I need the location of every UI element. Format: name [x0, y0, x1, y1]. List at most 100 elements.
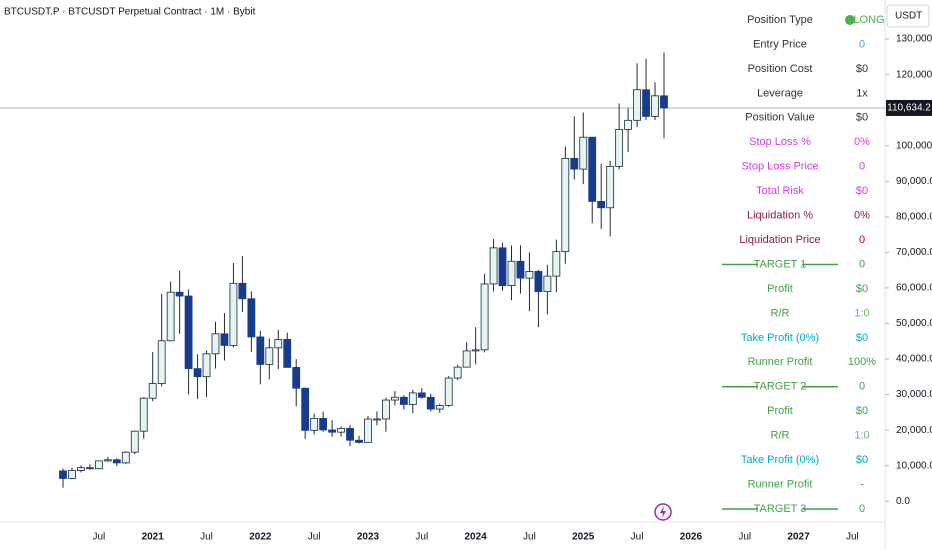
- candle-body: [552, 251, 561, 277]
- currency-box[interactable]: [886, 4, 930, 28]
- table-label: TARGET 3: [754, 503, 807, 515]
- candle-body: [579, 136, 588, 170]
- table-value: 1:0: [854, 430, 869, 442]
- x-tick-label: Jul: [846, 532, 859, 543]
- candle-body: [444, 377, 453, 406]
- x-tick-label: 2023: [357, 532, 380, 543]
- candle-body: [175, 291, 184, 297]
- candle-body: [525, 271, 534, 279]
- table-value: 0: [859, 258, 865, 270]
- x-tick-label: 2022: [249, 532, 272, 543]
- table-value: $0: [856, 283, 868, 295]
- candle-body: [86, 467, 94, 470]
- candle-body: [193, 368, 202, 378]
- table-label: Position Value: [745, 112, 815, 124]
- candle-body: [283, 339, 292, 368]
- candle-body: [489, 247, 498, 285]
- candle-body: [471, 349, 480, 352]
- candle-body: [301, 387, 310, 431]
- candle-body: [642, 89, 650, 117]
- candle-body: [355, 439, 363, 443]
- chart-title: BTCUSDT.P · BTCUSDT Perpetual Contract ·…: [4, 7, 256, 18]
- candle-body: [319, 417, 328, 431]
- currency-label: USDT: [895, 11, 922, 22]
- y-tick-label: 20,000.0: [896, 425, 932, 436]
- y-tick-label: 100,000.0: [896, 140, 932, 151]
- table-value: 1x: [856, 87, 868, 99]
- table-value: $0: [856, 332, 868, 344]
- candle-body: [256, 336, 265, 365]
- candle-body: [112, 459, 121, 464]
- candle-body: [184, 295, 193, 370]
- table-label: Runner Profit: [748, 478, 813, 490]
- table-value: LONG: [853, 14, 884, 26]
- table-label: Liquidation %: [747, 210, 813, 222]
- candle-body: [310, 417, 319, 431]
- table-label: TARGET 1: [754, 258, 807, 270]
- candle-body: [148, 383, 157, 399]
- table-label: Take Profit (0%): [741, 454, 819, 466]
- y-tick-label: 10,000.0: [896, 460, 932, 471]
- position-table: Position Type LONG Entry Price 0 Position Co…: [722, 14, 885, 515]
- table-label: Leverage: [757, 87, 803, 99]
- candle-body: [480, 283, 489, 351]
- y-tick-label: 40,000.0: [896, 354, 932, 365]
- candle-body: [624, 119, 633, 130]
- candle-body: [157, 340, 166, 384]
- candle-body: [364, 418, 372, 443]
- y-tick-label: 70,000.0: [896, 247, 932, 258]
- candle-body: [651, 95, 659, 117]
- last-price-label: 110,634.2: [887, 103, 931, 114]
- candle-body: [346, 427, 354, 441]
- candle-body: [238, 282, 247, 300]
- table-label: TARGET 2: [754, 381, 807, 393]
- x-tick-label: Jul: [738, 532, 751, 543]
- table-label: Stop Loss %: [749, 136, 811, 148]
- table-value: 0%: [854, 210, 870, 222]
- x-tick-label: Jul: [92, 532, 105, 543]
- candle-body: [229, 282, 238, 346]
- table-value: 0: [859, 38, 865, 50]
- x-tick-label: Jul: [200, 532, 213, 543]
- table-label: R/R: [771, 430, 790, 442]
- candle-body: [453, 366, 462, 379]
- candle-body: [507, 260, 516, 286]
- candle-body: [597, 200, 606, 209]
- table-value: 0%: [854, 136, 870, 148]
- x-tick-label: 2027: [787, 532, 810, 543]
- x-tick-label: 2024: [464, 532, 487, 543]
- x-tick-label: 2021: [142, 532, 165, 543]
- candle-body: [166, 291, 175, 342]
- y-tick-label: 0.0: [896, 496, 910, 507]
- candle-body: [382, 399, 390, 420]
- candle-body: [247, 298, 256, 338]
- candle-body: [408, 392, 417, 405]
- y-tick-label: 130,000.0: [896, 34, 932, 45]
- y-tick-label: 60,000.0: [896, 283, 932, 294]
- table-label: Runner Profit: [748, 356, 813, 368]
- candle-body: [543, 275, 552, 292]
- table-value: 0: [859, 381, 865, 393]
- candle-body: [121, 451, 130, 464]
- table-value: 1:0: [854, 307, 869, 319]
- candle-body: [220, 333, 229, 346]
- table-label: Total Risk: [756, 185, 804, 197]
- candle-body: [130, 430, 139, 453]
- table-value: $0: [856, 112, 868, 124]
- last-price-box: [886, 99, 932, 116]
- table-value: $0: [856, 63, 868, 75]
- table-value: -: [860, 478, 864, 490]
- table-value: 0: [859, 234, 865, 246]
- table-label: Liquidation Price: [739, 234, 820, 246]
- candle-body: [606, 165, 615, 209]
- x-tick-label: Jul: [415, 532, 428, 543]
- candle-body: [561, 157, 570, 253]
- x-tick-label: Jul: [308, 532, 321, 543]
- table-label: R/R: [771, 307, 790, 319]
- candle-body: [265, 347, 274, 365]
- candle-body: [103, 459, 112, 462]
- candle-body: [633, 89, 641, 121]
- candle-body: [462, 350, 471, 368]
